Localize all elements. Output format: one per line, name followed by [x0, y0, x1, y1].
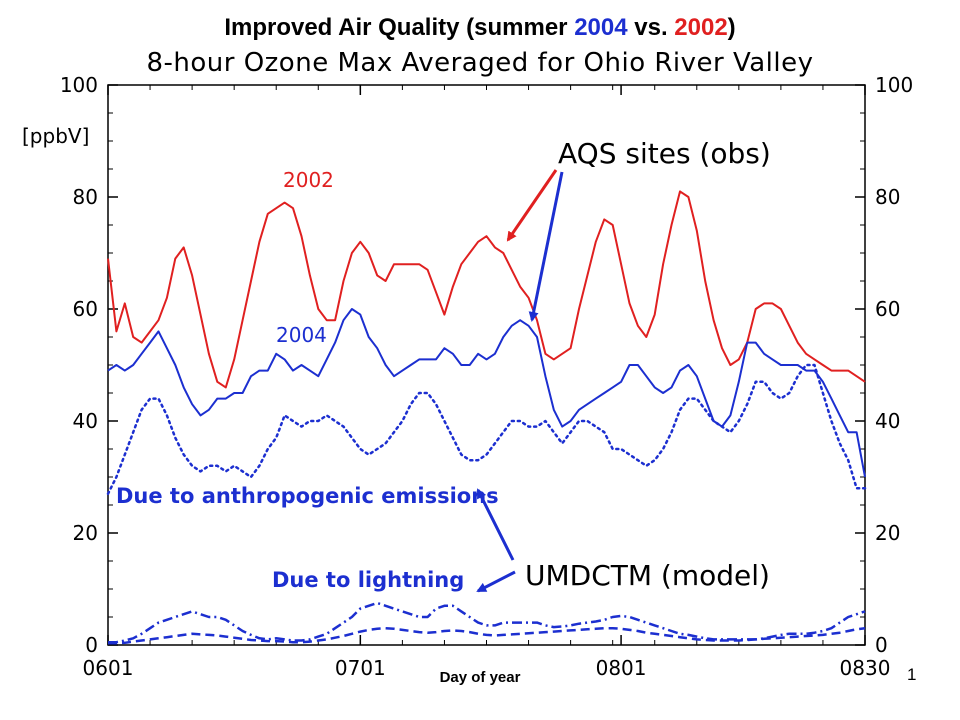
y-tick-label-left-20: 20 — [73, 521, 98, 545]
series-line-1 — [107, 190, 866, 389]
arrow-aqs-to-2004 — [528, 171, 564, 322]
x-tick-label-0830: 0830 — [840, 656, 891, 680]
x-tick-label-0601: 0601 — [83, 656, 134, 680]
arrow-model-to-anthro — [476, 488, 515, 561]
label-aqs-sites: AQS sites (obs) — [558, 137, 771, 170]
x-tick-label-0801: 0801 — [596, 656, 647, 680]
title-prefix: Improved Air Quality (summer — [224, 14, 575, 41]
series-line-2 — [107, 308, 866, 478]
x-tick-label-0701: 0701 — [335, 656, 386, 680]
y-axis-label: [ppbV] — [22, 124, 89, 148]
label-umdctm: UMDCTM (model) — [525, 559, 770, 592]
chart-title: 8-hour Ozone Max Averaged for Ohio River… — [146, 48, 814, 78]
label-2004: 2004 — [276, 323, 327, 347]
label-lightning: Due to lightning — [272, 568, 464, 592]
series-line-3 — [106, 363, 867, 496]
title-year-2004: 2004 — [574, 14, 628, 41]
title-mid: vs. — [627, 14, 675, 41]
y-tick-label-left-40: 40 — [73, 409, 98, 433]
y-tick-label-right-60: 60 — [875, 297, 900, 321]
y-tick-label-right-80: 80 — [875, 185, 900, 209]
series-line-5 — [108, 626, 866, 645]
series-line-4 — [108, 601, 866, 644]
slide-title: Improved Air Quality (summer 2004 vs. 20… — [0, 14, 960, 42]
y-tick-label-left-60: 60 — [73, 297, 98, 321]
arrow-model-to-lightning — [476, 570, 516, 593]
x-axis-label: Day of year — [439, 669, 521, 686]
label-anthropogenic: Due to anthropogenic emissions — [116, 484, 499, 508]
y-tick-label-right-100: 100 — [875, 73, 913, 97]
page-number: 1 — [907, 665, 917, 684]
y-tick-label-left-100: 100 — [60, 73, 98, 97]
title-suffix: ) — [727, 14, 736, 41]
arrow-aqs-to-2002 — [506, 169, 558, 242]
label-2002: 2002 — [283, 168, 334, 192]
y-tick-label-left-80: 80 — [73, 185, 98, 209]
title-year-2002: 2002 — [674, 14, 728, 41]
y-tick-label-right-0: 0 — [875, 633, 888, 657]
y-tick-label-right-20: 20 — [875, 521, 900, 545]
y-tick-label-right-40: 40 — [875, 409, 900, 433]
y-tick-label-left-0: 0 — [85, 633, 98, 657]
